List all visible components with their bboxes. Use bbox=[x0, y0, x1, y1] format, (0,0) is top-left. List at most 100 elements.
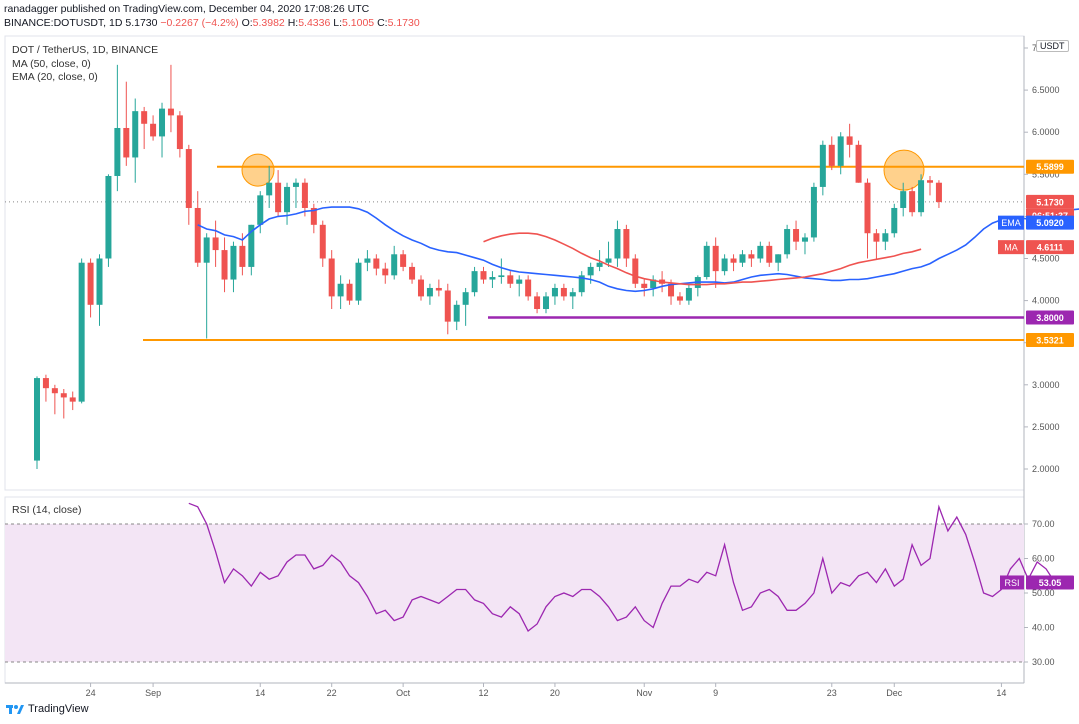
candle-body bbox=[105, 175, 112, 259]
rsi-tick-label: 40.00 bbox=[1032, 623, 1055, 633]
rsi-line bbox=[188, 502, 1056, 632]
close-value: 5.1730 bbox=[387, 17, 420, 29]
candle-body bbox=[650, 279, 657, 288]
candle-body bbox=[123, 127, 130, 158]
resistance-value-bg bbox=[1026, 159, 1074, 174]
candle-body bbox=[159, 108, 166, 137]
candle-body bbox=[730, 258, 737, 263]
candle-body bbox=[176, 115, 183, 150]
candle-body bbox=[632, 258, 639, 284]
ema-label: EMA bbox=[1001, 218, 1021, 228]
highlight-circle-1 bbox=[241, 153, 275, 187]
ema-line bbox=[197, 206, 1079, 293]
candle-body bbox=[793, 229, 800, 242]
candle-body bbox=[42, 378, 49, 389]
price-tick-label: 6.0000 bbox=[1032, 127, 1060, 137]
candle-body bbox=[221, 250, 228, 280]
candle-body bbox=[927, 180, 933, 183]
candle-body bbox=[739, 254, 746, 263]
candle-body bbox=[623, 229, 630, 259]
candle-body bbox=[685, 287, 692, 301]
publish-info: ranadagger published on TradingView.com,… bbox=[4, 3, 370, 15]
candle-body bbox=[194, 207, 201, 263]
ema-value: 5.0920 bbox=[1036, 218, 1064, 228]
candle-body bbox=[605, 258, 612, 263]
candle-body bbox=[882, 233, 889, 242]
candle-body bbox=[846, 136, 853, 145]
ma-label: MA bbox=[1004, 243, 1018, 253]
candle-body bbox=[150, 123, 157, 137]
candle-body bbox=[480, 271, 487, 280]
rsi-tick-label: 30.00 bbox=[1032, 657, 1055, 667]
candle-body bbox=[748, 254, 755, 259]
candle-body bbox=[132, 111, 139, 158]
candle-body bbox=[364, 258, 371, 263]
time-tick-label: 20 bbox=[550, 688, 560, 698]
candle-body bbox=[864, 182, 871, 234]
candle-body bbox=[284, 186, 291, 213]
footer[interactable]: TradingView bbox=[6, 703, 89, 715]
candle-body bbox=[141, 111, 148, 124]
low-label: L: bbox=[333, 17, 343, 29]
candle-body bbox=[560, 287, 567, 297]
candle-body bbox=[551, 287, 558, 297]
time-tick-label: Nov bbox=[636, 688, 653, 698]
candle-body bbox=[516, 279, 523, 284]
rsi-title: RSI (14, close) bbox=[12, 504, 82, 516]
close-label: C: bbox=[377, 17, 388, 29]
chart-header: ranadagger published on TradingView.com,… bbox=[4, 2, 420, 30]
candle-body bbox=[426, 287, 433, 297]
open-label: O: bbox=[241, 17, 253, 29]
candle-body bbox=[373, 258, 380, 269]
candle-body bbox=[489, 277, 496, 280]
candle-body bbox=[784, 229, 791, 255]
last-price-value: 5.1730 bbox=[1036, 197, 1064, 207]
candle-body bbox=[641, 283, 648, 288]
candle-body bbox=[417, 279, 424, 297]
price-pane bbox=[4, 35, 1025, 491]
candle-body bbox=[391, 254, 398, 276]
candle-body bbox=[775, 254, 782, 263]
candle-body bbox=[810, 186, 817, 238]
resistance-value: 5.5899 bbox=[1036, 162, 1064, 172]
candle-body bbox=[60, 393, 67, 398]
candle-body bbox=[873, 233, 880, 242]
support-purple-value-bg bbox=[1026, 310, 1074, 325]
candle-body bbox=[266, 182, 273, 196]
legend-ma: MA (50, close, 0) bbox=[12, 57, 91, 70]
candle-body bbox=[310, 207, 317, 225]
price-tick-label: 6.5000 bbox=[1032, 85, 1060, 95]
currency-button[interactable]: USDT bbox=[1036, 40, 1069, 52]
candle-body bbox=[837, 136, 844, 166]
candle-body bbox=[757, 245, 764, 259]
candle-body bbox=[614, 229, 621, 259]
price-change: −0.2267 (−4.2%) bbox=[160, 17, 239, 29]
low-value: 5.1005 bbox=[342, 17, 375, 29]
candle-body bbox=[828, 144, 835, 166]
symbol: BINANCE:DOTUSDT, 1D bbox=[4, 17, 123, 29]
rsi-label-bg bbox=[1000, 575, 1024, 590]
time-tick-label: Dec bbox=[886, 688, 903, 698]
time-tick-label: Sep bbox=[145, 688, 161, 698]
candle-body bbox=[301, 182, 308, 208]
candle-body bbox=[935, 182, 942, 203]
candle-body bbox=[78, 262, 85, 402]
candle-body bbox=[525, 279, 532, 297]
candle-body bbox=[918, 180, 925, 213]
candle-body bbox=[855, 144, 862, 183]
candle-body bbox=[569, 292, 576, 297]
candle-body bbox=[319, 224, 326, 259]
open-value: 5.3982 bbox=[252, 17, 285, 29]
candle-body bbox=[203, 237, 210, 263]
high-value: 5.4336 bbox=[298, 17, 331, 29]
support-purple-value: 3.8000 bbox=[1036, 313, 1064, 323]
candle-body bbox=[507, 275, 514, 284]
ma-value-bg bbox=[1026, 240, 1074, 255]
candle-body bbox=[409, 266, 416, 280]
candle-body bbox=[382, 268, 389, 276]
legend-pair: DOT / TetherUS, 1D, BINANCE bbox=[12, 44, 159, 56]
candle-body bbox=[292, 182, 299, 187]
ema-value-bg bbox=[1026, 215, 1074, 230]
candle-body bbox=[257, 195, 264, 225]
